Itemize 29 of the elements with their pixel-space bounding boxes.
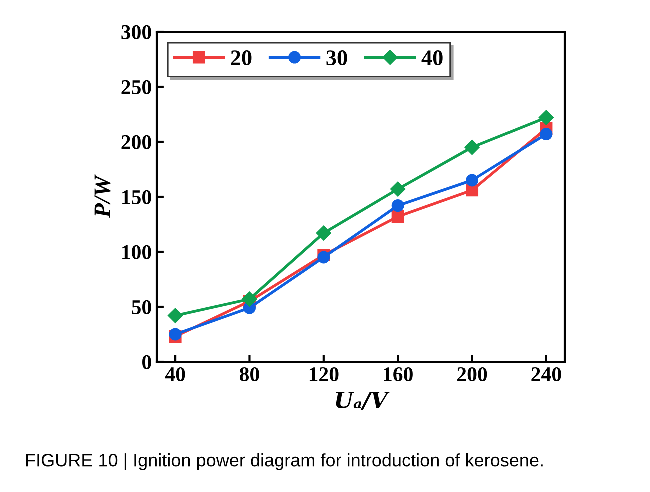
point bbox=[392, 210, 404, 224]
point bbox=[392, 200, 404, 212]
point bbox=[466, 174, 479, 187]
y-tick-label: 150 bbox=[122, 190, 152, 204]
x-tick-label: 120 bbox=[310, 367, 339, 382]
y-tick-label: 100 bbox=[122, 245, 152, 260]
legend-label: 20 bbox=[231, 50, 252, 66]
x-tick-label: 40 bbox=[165, 367, 186, 382]
y-tick-label: 300 bbox=[122, 25, 152, 40]
point bbox=[540, 128, 553, 141]
point bbox=[390, 182, 406, 197]
x-axis-title: Uₐ/V bbox=[336, 392, 390, 410]
point bbox=[242, 292, 258, 307]
y-tick-label: 200 bbox=[122, 135, 152, 150]
point bbox=[538, 110, 554, 126]
point bbox=[316, 226, 332, 241]
point bbox=[168, 308, 184, 324]
x-tick-label: 80 bbox=[240, 367, 260, 382]
caption: FIGURE 10 | Ignition power diagram for introduction of kerosene. bbox=[26, 454, 543, 470]
legend-label: 40 bbox=[422, 50, 443, 66]
y-axis-title: P/W bbox=[94, 174, 111, 218]
y-tick-label: 0 bbox=[142, 355, 152, 370]
point bbox=[464, 140, 480, 156]
x-tick-label: 240 bbox=[532, 367, 562, 382]
legend-label: 30 bbox=[326, 50, 348, 66]
y-tick-label: 250 bbox=[122, 80, 152, 94]
x-tick-label: 200 bbox=[458, 367, 488, 382]
y-tick-label: 50 bbox=[132, 300, 152, 314]
x-tick-label: 160 bbox=[384, 367, 413, 382]
